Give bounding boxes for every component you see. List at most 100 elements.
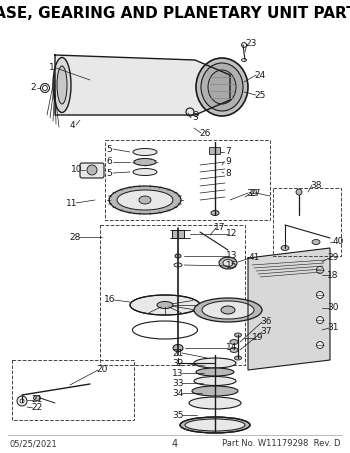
FancyBboxPatch shape — [80, 163, 104, 178]
Text: 5: 5 — [106, 145, 112, 154]
Text: 16: 16 — [104, 295, 116, 304]
Text: 26: 26 — [199, 129, 211, 138]
Text: 8: 8 — [225, 169, 231, 178]
Text: 18: 18 — [327, 270, 339, 280]
Text: 19: 19 — [252, 333, 264, 342]
Ellipse shape — [192, 386, 238, 396]
Ellipse shape — [117, 190, 173, 210]
Text: 29: 29 — [327, 254, 339, 262]
Polygon shape — [248, 248, 330, 370]
Ellipse shape — [196, 368, 234, 376]
Text: 12: 12 — [226, 230, 238, 238]
Circle shape — [17, 396, 27, 406]
Ellipse shape — [41, 83, 49, 92]
Text: 27: 27 — [249, 188, 261, 198]
Ellipse shape — [223, 260, 233, 266]
Ellipse shape — [221, 306, 235, 314]
Ellipse shape — [194, 358, 236, 368]
Ellipse shape — [211, 211, 219, 216]
Text: 36: 36 — [260, 318, 272, 327]
Ellipse shape — [57, 66, 67, 104]
Ellipse shape — [234, 333, 241, 337]
Text: 15: 15 — [226, 261, 238, 270]
Bar — [100, 225, 245, 365]
Text: 40: 40 — [332, 237, 344, 246]
Text: 21: 21 — [31, 395, 43, 405]
Text: 1: 1 — [49, 63, 55, 72]
Text: 17: 17 — [214, 223, 226, 232]
Text: 05/25/2021: 05/25/2021 — [10, 439, 58, 448]
Ellipse shape — [196, 58, 248, 116]
Text: 6: 6 — [106, 158, 112, 167]
Ellipse shape — [133, 149, 157, 155]
Ellipse shape — [174, 263, 182, 267]
Ellipse shape — [281, 246, 289, 251]
Ellipse shape — [201, 63, 243, 111]
Circle shape — [20, 399, 24, 403]
Text: 3: 3 — [192, 114, 198, 122]
Text: 41: 41 — [248, 254, 260, 262]
Text: 34: 34 — [172, 389, 184, 397]
Text: 25: 25 — [254, 91, 266, 100]
Ellipse shape — [230, 339, 238, 344]
Ellipse shape — [186, 108, 194, 116]
Circle shape — [316, 266, 323, 274]
Text: 20: 20 — [96, 366, 108, 375]
Ellipse shape — [312, 240, 320, 245]
Ellipse shape — [42, 86, 48, 91]
Text: 4: 4 — [69, 120, 75, 130]
Text: 37: 37 — [260, 328, 272, 337]
Circle shape — [316, 342, 323, 348]
Text: 7: 7 — [225, 148, 231, 156]
Text: 2: 2 — [30, 83, 36, 92]
Ellipse shape — [175, 254, 181, 258]
Ellipse shape — [34, 395, 41, 400]
Text: CASE, GEARING AND PLANETARY UNIT PARTS: CASE, GEARING AND PLANETARY UNIT PARTS — [0, 6, 350, 21]
Polygon shape — [55, 55, 230, 115]
Ellipse shape — [133, 169, 157, 175]
Text: 33: 33 — [172, 379, 184, 387]
Circle shape — [241, 43, 246, 48]
Bar — [105, 140, 270, 220]
Circle shape — [316, 291, 323, 299]
Circle shape — [87, 165, 97, 175]
Circle shape — [296, 189, 302, 195]
Ellipse shape — [194, 298, 262, 322]
Text: 24: 24 — [254, 71, 266, 79]
Text: 14: 14 — [226, 343, 238, 352]
Text: 28: 28 — [69, 232, 81, 241]
Ellipse shape — [230, 347, 238, 352]
Ellipse shape — [202, 301, 254, 319]
Ellipse shape — [194, 111, 198, 116]
Ellipse shape — [139, 196, 151, 204]
Text: 39: 39 — [246, 188, 258, 198]
Text: 5: 5 — [106, 169, 112, 178]
Ellipse shape — [53, 58, 71, 112]
Ellipse shape — [180, 417, 250, 433]
Bar — [172, 230, 184, 238]
Ellipse shape — [241, 58, 246, 62]
Text: 38: 38 — [310, 180, 322, 189]
Ellipse shape — [208, 70, 236, 104]
Ellipse shape — [134, 159, 156, 165]
Ellipse shape — [157, 302, 173, 308]
Ellipse shape — [173, 344, 183, 352]
Text: 13: 13 — [226, 251, 238, 260]
Text: 31: 31 — [327, 323, 339, 333]
Circle shape — [316, 317, 323, 323]
Ellipse shape — [189, 397, 241, 409]
Text: 4: 4 — [172, 439, 178, 449]
Text: 10: 10 — [71, 165, 83, 174]
Bar — [273, 188, 341, 256]
FancyBboxPatch shape — [210, 148, 221, 154]
Text: 32: 32 — [172, 358, 184, 367]
Text: 13: 13 — [172, 368, 184, 377]
Text: 30: 30 — [327, 304, 339, 313]
Bar — [12, 360, 134, 420]
Text: 9: 9 — [225, 158, 231, 167]
Text: 22: 22 — [32, 404, 43, 413]
Text: 23: 23 — [245, 39, 257, 48]
Text: 35: 35 — [172, 410, 184, 419]
Ellipse shape — [194, 376, 236, 386]
Ellipse shape — [185, 419, 245, 431]
